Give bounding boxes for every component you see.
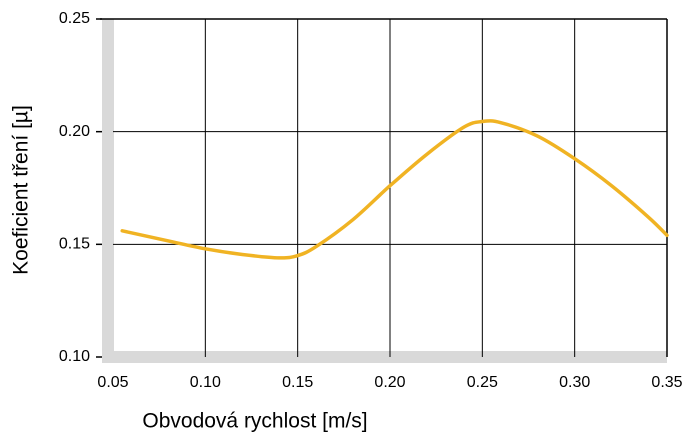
y-tick-label: 0.25 (59, 10, 90, 27)
y-tick-label: 0.20 (59, 123, 90, 140)
bottom-axis-band (102, 351, 667, 363)
x-axis-title: Obvodová rychlost [m/s] (142, 410, 367, 433)
x-tick-label: 0.20 (374, 374, 405, 391)
x-tick-label: 0.30 (559, 374, 590, 391)
x-tick-label: 0.05 (97, 374, 128, 391)
left-axis-band (102, 19, 114, 363)
y-tick-label: 0.10 (59, 348, 90, 365)
data-line (120, 119, 669, 260)
x-tick-label: 0.25 (467, 374, 498, 391)
y-tick-label: 0.15 (59, 236, 90, 253)
x-tick-label: 0.15 (282, 374, 313, 391)
y-axis-title: Koeficient tření [µ] (10, 105, 33, 275)
x-tick-label: 0.35 (651, 374, 682, 391)
x-tick-label: 0.10 (190, 374, 221, 391)
